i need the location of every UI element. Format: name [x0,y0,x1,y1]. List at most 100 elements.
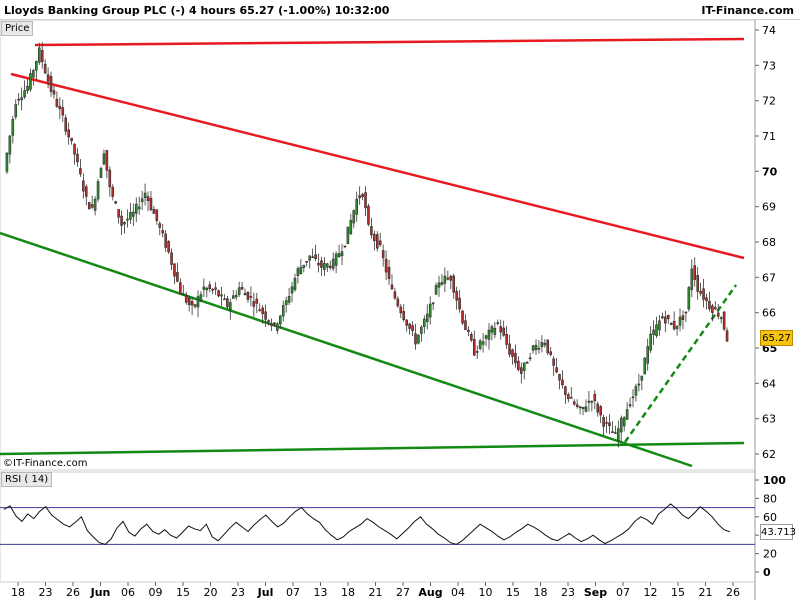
candle-down [405,319,408,326]
candle-up [669,323,673,325]
x-tick-label: Jun [90,586,111,599]
candle-up [134,203,138,214]
candle-down [628,404,632,407]
candle-down [393,291,397,299]
candle-up [140,198,144,203]
price-y-tick-label: 64 [762,377,776,390]
candle-up [35,61,38,71]
candle-down [549,351,552,355]
candle-down [61,107,65,116]
rsi-y-tick-label: 20 [763,548,777,561]
x-tick-label: 23 [561,586,575,599]
candle-up [446,277,450,280]
candle-down [520,367,523,374]
candle-down [155,209,159,221]
candle-up [32,70,35,78]
candle-down [43,63,47,74]
candle-down [158,223,162,228]
candle-down [508,343,511,355]
candle-up [290,286,294,294]
candle-up [287,296,291,303]
candle-down [373,233,376,241]
candle-down [87,202,91,210]
candle-down [249,296,253,298]
candle-down [596,403,600,413]
candle-down [73,143,76,155]
candle-up [102,153,106,165]
candle-down [722,311,726,330]
top-resistance-line [34,37,745,47]
candle-down [525,362,529,364]
candle-down [384,258,388,273]
candle-down [252,301,256,307]
candle-up [484,335,488,339]
candle-down [314,254,317,260]
candle-up [220,294,223,297]
price-y-tick-label: 73 [762,59,776,72]
candle-up [340,251,344,257]
candle-up [352,210,356,224]
candle-down [714,307,717,310]
candle-up [658,320,661,331]
x-tick-label: 23 [231,586,245,599]
candle-down [570,397,573,399]
candle-down [499,326,503,333]
candle-down [376,234,379,249]
candle-down [664,316,667,324]
price-y-tick-label: 74 [762,24,776,37]
price-y-tick-label: 72 [762,95,776,108]
grid-layer [0,19,756,600]
candle-down [52,90,56,95]
candle-up [675,325,679,329]
rsi-y-tick-label: 80 [763,492,777,505]
candle-down [414,333,417,345]
candle-up [223,298,226,301]
candle-down [226,298,229,308]
x-tick-label: 10 [479,586,493,599]
candle-down [90,204,94,208]
candle-up [590,401,594,403]
brand-label[interactable]: IT-Finance.com [701,4,794,17]
candle-down [358,195,361,199]
candle-down [537,347,541,350]
candle-down [608,422,611,427]
candle-down [176,272,179,282]
candle-down [599,406,602,416]
candle-up [678,316,682,326]
candle-down [681,315,685,320]
candle-down [561,379,564,386]
candle-up [20,97,23,101]
price-y-tick-label: 70 [762,165,778,178]
candle-up [281,305,285,317]
candle-up [475,351,479,353]
candle-up [649,333,652,351]
candle-up [690,268,694,290]
candle-down [381,250,385,259]
candle-up [587,400,591,403]
candle-down [173,263,176,277]
candle-down [17,98,20,101]
candle-down [511,349,514,357]
candle-down [370,226,373,236]
candle-down [505,334,508,345]
candle-up [273,322,276,325]
candle-down [449,275,453,281]
candle-up [334,253,338,266]
candle-down [666,315,670,320]
x-tick-label: 23 [39,586,53,599]
candle-down [517,360,520,370]
rsi-panel-frame [0,471,756,583]
candle-down [558,374,561,381]
candle-up [29,73,32,90]
candle-down [699,290,702,294]
candle-up [631,396,635,399]
candle-up [296,268,300,276]
candle-down [528,357,532,360]
price-y-tick-label: 71 [762,130,776,143]
candle-down [593,393,597,402]
candle-up [323,262,326,270]
candle-up [99,168,103,178]
candle-down [387,267,391,279]
candle-up [11,118,15,136]
